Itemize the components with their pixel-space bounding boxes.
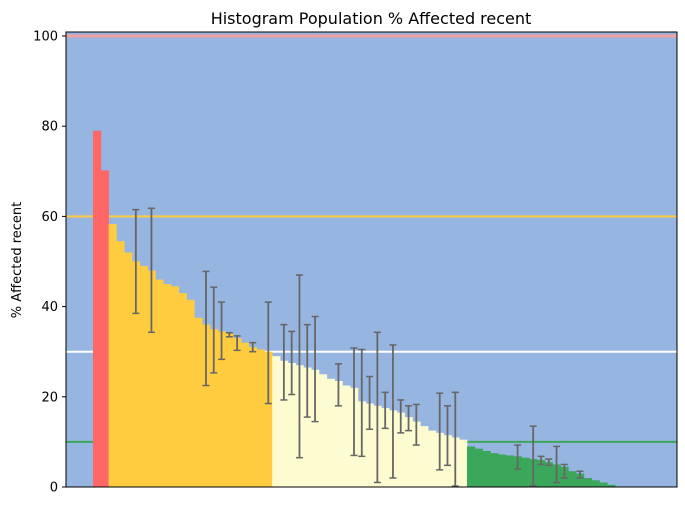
bar [513,456,522,487]
bar [474,448,483,487]
bar [342,385,351,487]
bar [241,342,250,487]
bar [248,347,258,487]
bar [264,351,273,487]
bar [287,362,296,487]
y-tick-label: 80 [41,120,58,135]
bar [459,439,468,487]
bar [178,293,187,487]
bar [544,462,554,487]
bar [537,459,546,487]
y-tick-label: 100 [33,30,58,45]
bar [209,329,219,487]
y-tick-label: 20 [41,390,58,405]
bar [599,482,608,487]
bar [139,266,148,487]
bar [170,286,180,487]
y-axis-label: % Affected recent [10,202,25,319]
y-axis: 0 20 40 60 80 100 [33,30,66,496]
bar [396,412,406,487]
bar [194,317,203,488]
bar [482,450,491,487]
bar [116,241,125,487]
bar [521,457,530,487]
bar [326,378,335,487]
y-tick-label: 0 [50,481,58,496]
y-tick-label: 60 [41,210,58,225]
bar [466,446,476,487]
bar [607,484,616,487]
plot-border [65,31,678,488]
bar [163,284,172,487]
bar [131,261,141,487]
bar [256,349,265,487]
bar [155,279,164,487]
bar [233,338,242,487]
bar [404,417,413,487]
bar [505,455,515,487]
bar [108,224,117,487]
bar [279,360,289,487]
bar [225,333,234,487]
bar [381,408,390,487]
bar [186,299,195,487]
y-tick-label: 40 [41,300,58,315]
bar [93,130,102,487]
bar [583,477,593,487]
bar [420,426,429,487]
bar [576,473,585,487]
bar [334,381,343,487]
bar [568,471,577,487]
bar [124,252,133,487]
bar [202,324,211,487]
bar [412,421,421,487]
bar [303,367,312,487]
bar [217,331,226,487]
bar [365,403,374,487]
plot-frame [65,31,678,488]
bars [93,130,616,488]
bar [100,170,109,487]
bar [498,454,507,487]
bar [311,369,320,487]
bar [490,453,499,487]
bar [272,356,281,487]
chart-title: Histogram Population % Affected recent [211,9,532,28]
bar [591,480,600,487]
error-bars [132,207,584,487]
bar [428,430,437,488]
bar [318,374,328,487]
bar [147,270,156,487]
